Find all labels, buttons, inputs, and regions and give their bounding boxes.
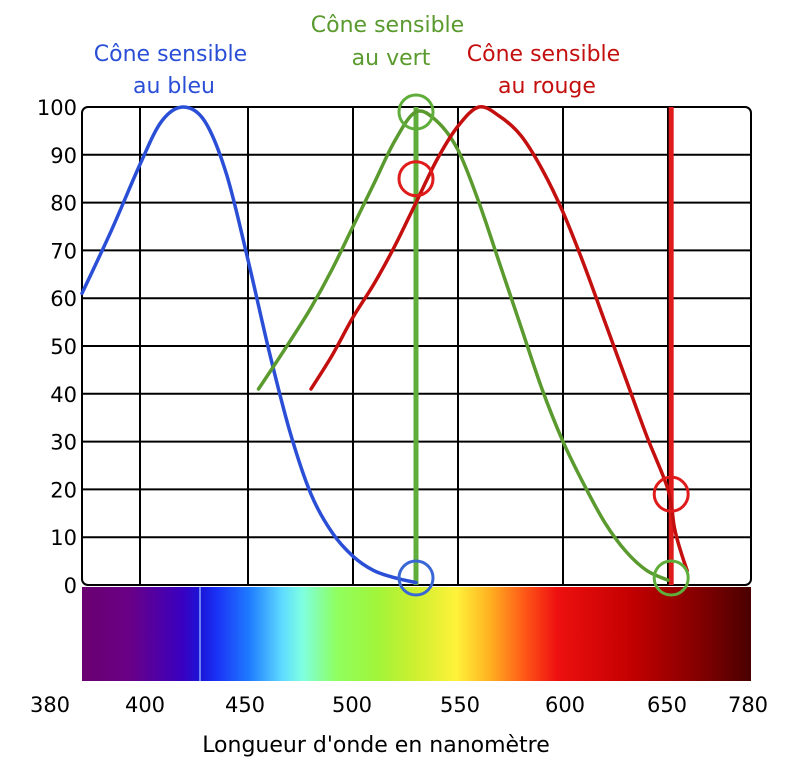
green-series-label: Cône sensible au vert: [311, 13, 471, 71]
blue-label-line2: au bleu: [133, 74, 215, 99]
spectrum-band: [82, 587, 751, 681]
x-tick-label: 400: [125, 693, 165, 717]
blue-label-line1: Cône sensible: [94, 42, 247, 67]
blue-cone-curve: [80, 105, 418, 585]
series-curves: [80, 105, 689, 585]
y-tick-label: 30: [50, 431, 77, 455]
x-tick-label: 780: [728, 693, 768, 717]
circle-red-at-655: [652, 475, 690, 513]
circle-red-at-530: [397, 160, 435, 198]
red-cone-curve: [309, 105, 689, 573]
blue-series-label: Cône sensible au bleu: [94, 42, 254, 99]
y-tick-label: 60: [50, 287, 77, 311]
red-label-line2: au rouge: [498, 74, 596, 99]
y-tick-label: 70: [50, 239, 77, 263]
x-axis-label: Longueur d'onde en nanomètre: [202, 733, 550, 758]
annotation-circles: [397, 93, 690, 597]
y-tick-label: 20: [50, 478, 77, 502]
y-tick-label: 40: [50, 383, 77, 407]
y-tick-label: 100: [37, 96, 77, 120]
green-label-line1: Cône sensible: [311, 13, 464, 38]
x-tick-labels: 380 400 450 500 550 600 650 780: [30, 693, 768, 717]
x-tick-label: 450: [225, 693, 265, 717]
y-tick-label: 80: [50, 192, 77, 216]
x-tick-label: 550: [440, 693, 480, 717]
x-tick-label: 500: [332, 693, 372, 717]
y-tick-labels: 0 10 20 30 40 50 60 70 80 90 100: [37, 96, 77, 598]
x-tick-label: 380: [30, 693, 70, 717]
circle-green-peak: [397, 93, 435, 131]
y-tick-label: 0: [64, 574, 77, 598]
x-tick-label: 650: [647, 693, 687, 717]
green-cone-curve: [256, 109, 670, 582]
y-tick-label: 10: [50, 526, 77, 550]
circle-green-at-655: [652, 559, 690, 597]
circle-blue-at-530: [397, 559, 435, 597]
red-series-label: Cône sensible au rouge: [467, 42, 627, 99]
y-tick-label: 50: [50, 335, 77, 359]
y-tick-label: 90: [50, 144, 77, 168]
red-label-line1: Cône sensible: [467, 42, 620, 67]
x-tick-label: 600: [545, 693, 585, 717]
green-label-line2: au vert: [352, 46, 431, 71]
